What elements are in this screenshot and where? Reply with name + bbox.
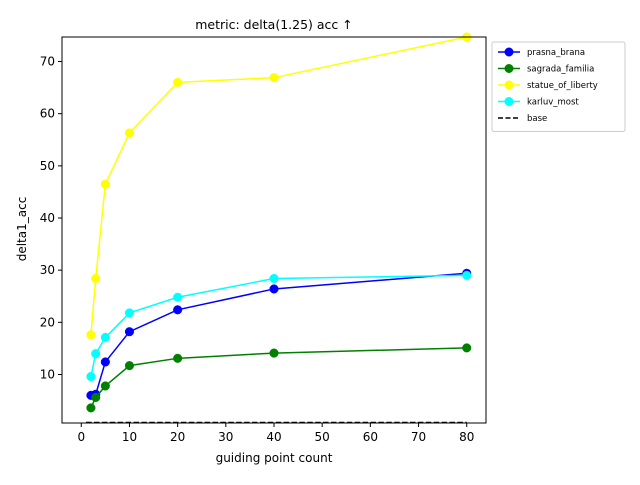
data-point-statue_of_liberty bbox=[173, 77, 183, 87]
data-point-statue_of_liberty bbox=[124, 128, 135, 138]
data-point-sagrada_familia bbox=[124, 361, 135, 371]
x-tick-label: 20 bbox=[170, 430, 185, 444]
series-karluv_most bbox=[86, 270, 472, 382]
x-tick-label: 60 bbox=[363, 430, 378, 444]
x-tick-label: 50 bbox=[315, 430, 330, 444]
legend-marker-karluv_most bbox=[504, 97, 514, 106]
data-point-karluv_most bbox=[462, 270, 472, 280]
data-point-statue_of_liberty bbox=[269, 73, 279, 83]
y-tick-label: 50 bbox=[40, 159, 55, 173]
data-point-sagrada_familia bbox=[91, 392, 101, 402]
x-tick-label: 10 bbox=[122, 430, 137, 444]
data-point-karluv_most bbox=[91, 349, 101, 359]
x-tick-label: 70 bbox=[411, 430, 426, 444]
y-tick-label: 60 bbox=[40, 107, 55, 121]
series-sagrada_familia bbox=[86, 343, 472, 413]
data-point-sagrada_familia bbox=[269, 348, 279, 358]
series-statue_of_liberty bbox=[86, 32, 472, 340]
x-tick-label: 40 bbox=[266, 430, 281, 444]
data-point-sagrada_familia bbox=[462, 343, 472, 353]
y-tick-label: 70 bbox=[40, 55, 55, 69]
x-tick-label: 80 bbox=[459, 430, 474, 444]
data-point-karluv_most bbox=[100, 332, 110, 343]
data-point-statue_of_liberty bbox=[91, 273, 101, 284]
data-point-sagrada_familia bbox=[86, 403, 96, 413]
legend-marker-prasna_brana bbox=[504, 47, 514, 57]
legend-item-sagrada_familia: sagrada_familia bbox=[498, 64, 594, 75]
legend-item-prasna_brana: prasna_brana bbox=[498, 47, 585, 58]
y-tick-label: 20 bbox=[40, 315, 55, 329]
data-point-karluv_most bbox=[124, 308, 135, 318]
legend-box bbox=[491, 41, 626, 132]
legend-label-base: base bbox=[527, 114, 547, 124]
y-tick-label: 10 bbox=[40, 367, 55, 381]
data-point-prasna_brana bbox=[124, 327, 135, 337]
x-axis-label: guiding point count bbox=[216, 451, 333, 465]
legend-item-base: base bbox=[498, 114, 547, 124]
chart-title: metric: delta(1.25) acc ↑ bbox=[195, 17, 353, 32]
x-tick-label: 30 bbox=[218, 430, 233, 444]
legend-label-sagrada_familia: sagrada_familia bbox=[527, 65, 594, 75]
data-point-sagrada_familia bbox=[173, 353, 183, 363]
y-axis-label: delta1_acc bbox=[15, 197, 29, 262]
axes-layer: 0 10 20 30 40 50 60 70 80 10 20 30 40 50 60 70 bbox=[40, 36, 487, 444]
data-point-prasna_brana bbox=[269, 284, 279, 294]
legend-item-karluv_most: karluv_most bbox=[498, 97, 579, 108]
data-point-karluv_most bbox=[86, 372, 96, 382]
series-layer bbox=[86, 32, 472, 424]
y-tick-label: 40 bbox=[40, 211, 55, 225]
data-point-sagrada_familia bbox=[100, 381, 110, 391]
data-point-prasna_brana bbox=[100, 357, 110, 367]
y-tick-label: 30 bbox=[40, 263, 55, 277]
x-tick-label: 0 bbox=[77, 430, 85, 444]
legend-label-statue_of_liberty: statue_of_liberty bbox=[527, 81, 598, 91]
data-point-statue_of_liberty bbox=[100, 179, 110, 189]
data-point-statue_of_liberty bbox=[86, 330, 96, 340]
data-point-karluv_most bbox=[269, 273, 279, 284]
legend-marker-statue_of_liberty bbox=[504, 80, 514, 90]
data-point-karluv_most bbox=[173, 292, 183, 302]
data-point-prasna_brana bbox=[173, 305, 183, 315]
legend-label-prasna_brana: prasna_brana bbox=[527, 48, 585, 58]
legend-marker-sagrada_familia bbox=[504, 64, 514, 73]
legend-label-karluv_most: karluv_most bbox=[527, 98, 579, 108]
legend-item-statue_of_liberty: statue_of_liberty bbox=[498, 80, 598, 91]
legend: prasna_brana sagrada_familia statue_of_lib… bbox=[491, 41, 626, 132]
